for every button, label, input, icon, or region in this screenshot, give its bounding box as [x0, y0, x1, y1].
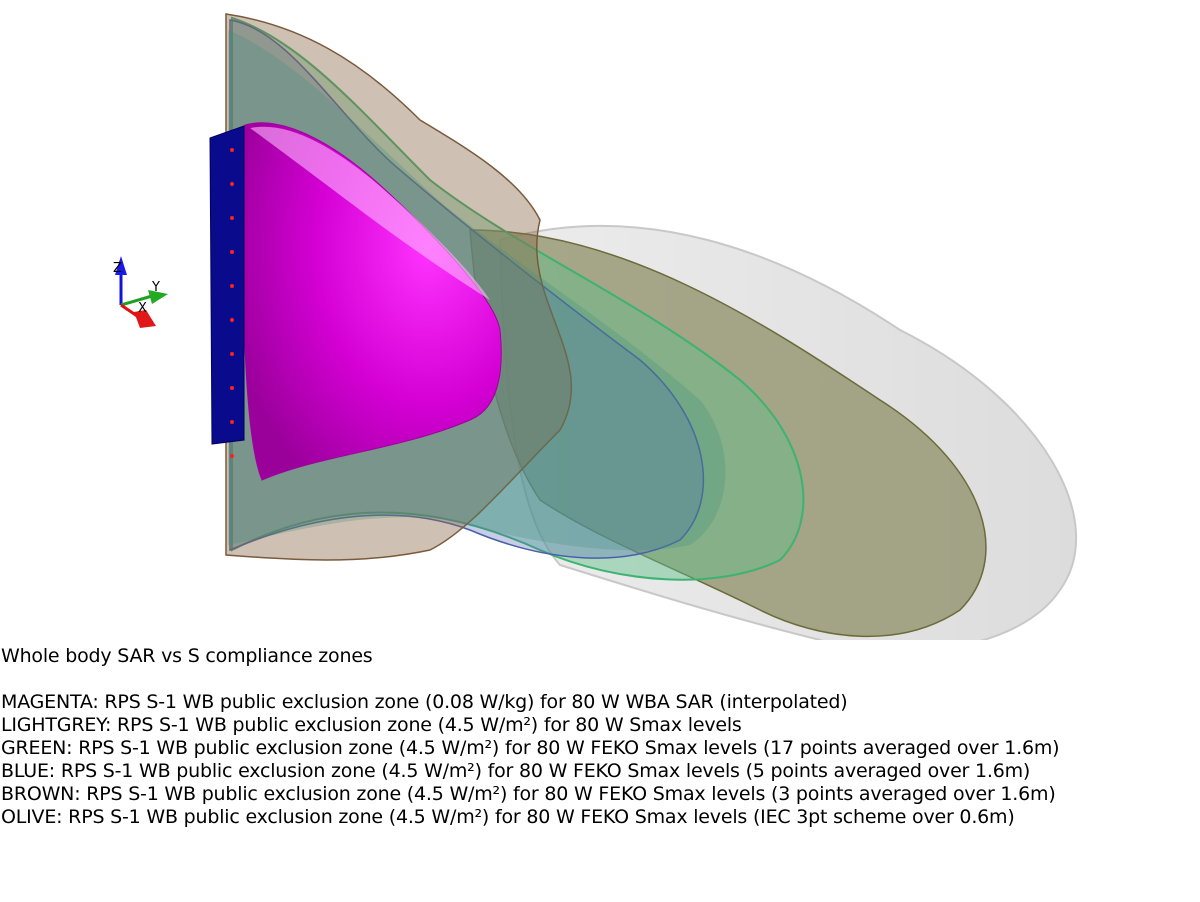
antenna-feed-point — [230, 454, 234, 458]
legend-entry-blue: BLUE: RPS S-1 WB public exclusion zone (… — [1, 760, 1031, 782]
legend-entry-magenta: MAGENTA: RPS S-1 WB public exclusion zon… — [1, 691, 848, 713]
antenna-feed-point — [230, 250, 234, 254]
antenna-feed-point — [230, 420, 234, 424]
axis-x-label: X — [138, 301, 147, 316]
antenna-feed-point — [230, 148, 234, 152]
legend: MAGENTA: RPS S-1 WB public exclusion zon… — [1, 691, 1060, 829]
axes-triad: Z Y X — [113, 256, 168, 328]
axis-y-label: Y — [151, 280, 160, 295]
zone-magenta — [242, 122, 502, 481]
zone-olive — [469, 229, 987, 638]
legend-entry-olive: OLIVE: RPS S-1 WB public exclusion zone … — [1, 806, 1015, 828]
legend-entry-brown: BROWN: RPS S-1 WB public exclusion zone … — [1, 783, 1056, 805]
antenna-feed-point — [230, 352, 234, 356]
antenna-feed-point — [230, 284, 234, 288]
legend-entry-lightgrey: LIGHTGREY: RPS S-1 WB public exclusion z… — [1, 714, 742, 736]
antenna-feed-point — [230, 318, 234, 322]
antenna-feed-point — [230, 182, 234, 186]
antenna-panel — [209, 125, 245, 445]
3d-scene: Z Y X — [113, 13, 1077, 640]
axis-z-label: Z — [113, 261, 122, 276]
antenna-feed-point — [230, 386, 234, 390]
legend-entry-green: GREEN: RPS S-1 WB public exclusion zone … — [1, 737, 1060, 759]
antenna-feed-points — [230, 148, 234, 458]
antenna-feed-point — [230, 216, 234, 220]
figure-title: Whole body SAR vs S compliance zones — [1, 645, 373, 667]
